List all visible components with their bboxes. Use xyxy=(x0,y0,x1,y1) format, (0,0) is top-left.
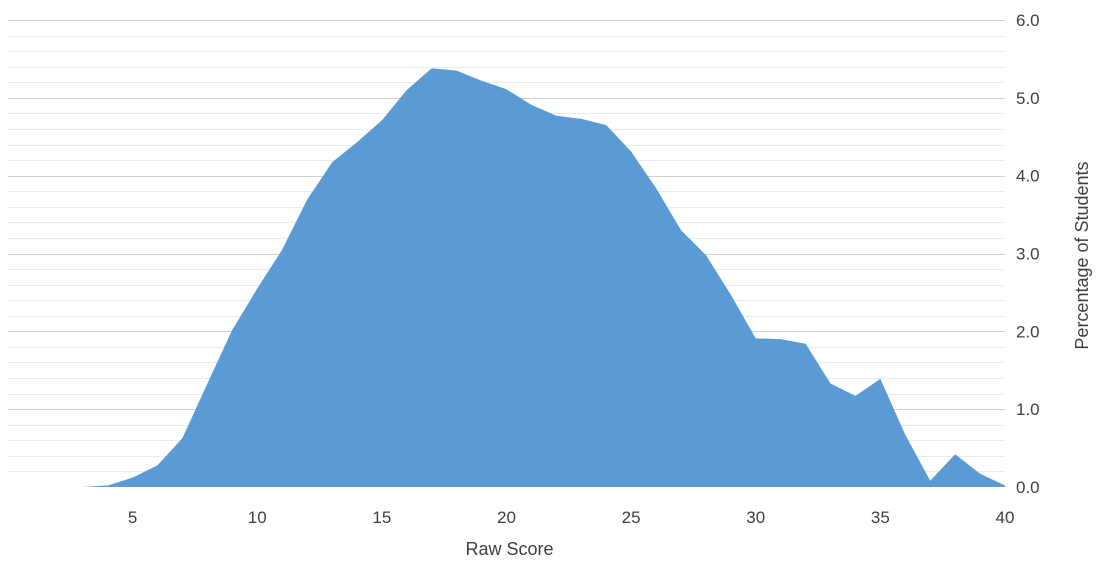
y-tick-label: 6.0 xyxy=(1016,11,1040,30)
x-tick-label: 30 xyxy=(746,508,765,527)
x-axis-ticks: 5 10 15 20 25 30 35 40 xyxy=(128,508,1015,527)
area-fill xyxy=(8,68,1005,488)
x-tick-label: 15 xyxy=(372,508,391,527)
y-axis-title: Percentage of Students xyxy=(1072,161,1092,349)
x-tick-label: 40 xyxy=(996,508,1015,527)
x-tick-label: 35 xyxy=(871,508,890,527)
y-tick-label: 3.0 xyxy=(1016,245,1040,264)
area-series xyxy=(8,68,1005,488)
y-tick-label: 1.0 xyxy=(1016,400,1040,419)
x-tick-label: 5 xyxy=(128,508,137,527)
x-axis-title: Raw Score xyxy=(465,539,553,559)
x-tick-label: 25 xyxy=(622,508,641,527)
y-tick-label: 4.0 xyxy=(1016,167,1040,186)
x-tick-label: 20 xyxy=(497,508,516,527)
y-tick-label: 2.0 xyxy=(1016,322,1040,341)
y-tick-label: 5.0 xyxy=(1016,89,1040,108)
x-tick-label: 10 xyxy=(248,508,267,527)
y-axis-ticks: 0.0 1.0 2.0 3.0 4.0 5.0 6.0 xyxy=(1016,11,1040,497)
y-tick-label: 0.0 xyxy=(1016,478,1040,497)
